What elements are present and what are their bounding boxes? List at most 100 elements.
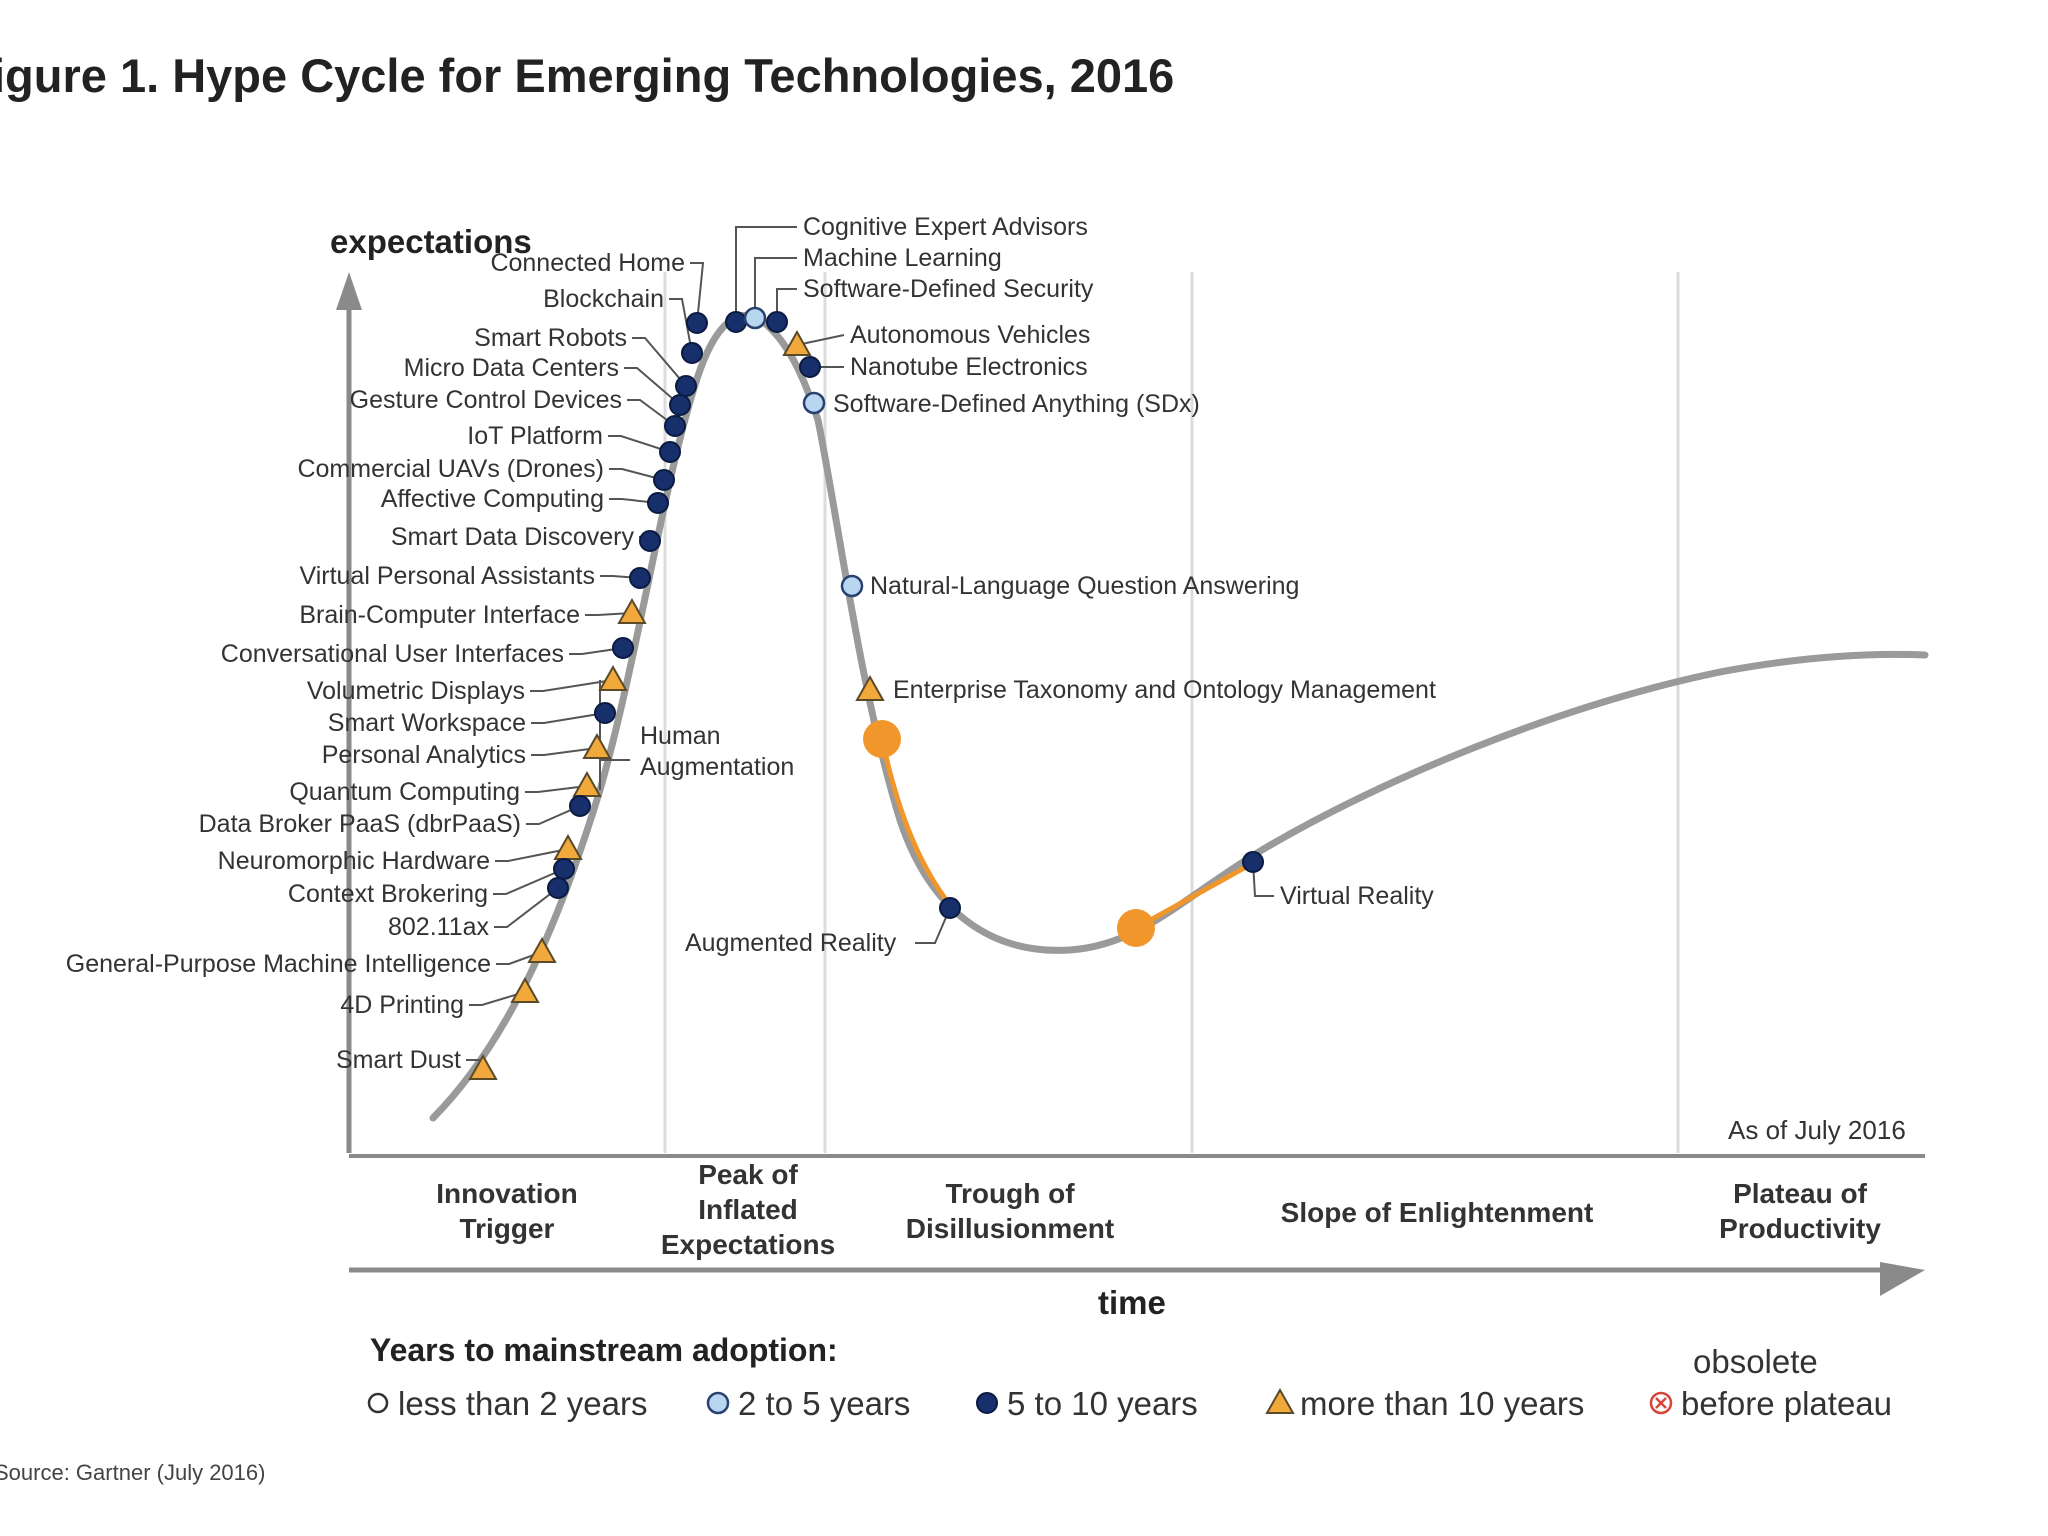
leader-4d-printing	[469, 991, 526, 1006]
label-volumetric-displays: Volumetric Displays	[307, 677, 525, 705]
x-axis-arrow	[1880, 1262, 1925, 1296]
leader-neuromorphic-hardware	[495, 848, 569, 862]
leader-autonomous-vehicles	[796, 334, 845, 346]
x-axis-label: time	[1098, 1284, 1166, 1321]
marker-software-defined-security	[766, 311, 788, 333]
label-virtual-personal-assistants: Virtual Personal Assistants	[299, 562, 595, 590]
phase-2-line-1: Disillusionment	[906, 1213, 1114, 1244]
figure-title: igure 1. Hype Cycle for Emerging Technol…	[0, 49, 1174, 102]
leader-affective-computing	[609, 498, 659, 504]
leader-cognitive-expert-advisors	[735, 226, 797, 322]
legend-marker-2-to-5-years	[706, 1391, 730, 1415]
label-iot-platform: IoT Platform	[467, 422, 603, 450]
label-enterprise-taxonomy-and-ontology-management: Enterprise Taxonomy and Ontology Managem…	[893, 676, 1436, 704]
source-note: Source: Gartner (July 2016)	[0, 1460, 265, 1485]
phase-3-line-0: Slope of Enlightenment	[1281, 1197, 1594, 1228]
marker-smart-dust	[468, 1053, 498, 1080]
label-context-brokering: Context Brokering	[288, 880, 488, 908]
phase-0-line-1: Trigger	[460, 1213, 555, 1244]
marker-brain-computer-interface	[617, 597, 647, 624]
annotation-dot	[863, 720, 901, 758]
marker-smart-data-discovery	[639, 530, 661, 552]
label-machine-learning: Machine Learning	[803, 244, 1002, 272]
label-smart-workspace: Smart Workspace	[328, 709, 526, 737]
marker-natural-language-question-answering	[840, 574, 864, 598]
phase-2-line-0: Trough of	[945, 1178, 1075, 1209]
label-commercial-uavs-drones: Commercial UAVs (Drones)	[297, 455, 604, 483]
phase-4-line-0: Plateau of	[1733, 1178, 1867, 1209]
legend-marker-5-to-10-years	[976, 1392, 998, 1414]
label-cognitive-expert-advisors: Cognitive Expert Advisors	[803, 213, 1088, 241]
leader-gesture-control-devices	[627, 399, 676, 427]
marker-virtual-personal-assistants	[629, 567, 651, 589]
phase-labels: Innovation Trigger Peak of Inflated Expectat…	[436, 1159, 1881, 1260]
leader-smart-workspace	[531, 712, 606, 724]
legend-label-5-to-10-years: 5 to 10 years	[1007, 1385, 1198, 1422]
label-software-defined-security: Software-Defined Security	[803, 275, 1094, 303]
marker-iot-platform	[659, 441, 681, 463]
leader-802-11ax	[494, 887, 559, 928]
legend-title: Years to mainstream adoption:	[370, 1332, 838, 1368]
marker-connected-home	[686, 312, 708, 334]
leader-blockchain	[669, 298, 693, 354]
leader-commercial-uavs-drones	[609, 468, 665, 481]
label-802-11ax: 802.11ax	[388, 913, 490, 941]
label-micro-data-centers: Micro Data Centers	[404, 354, 619, 382]
marker-data-broker-paas-dbrpaas	[569, 795, 591, 817]
leader-conversational-user-interfaces	[569, 647, 624, 655]
leader-connected-home	[690, 262, 705, 324]
label-4d-printing: 4D Printing	[340, 991, 464, 1019]
marker-augmented-reality	[939, 897, 961, 919]
label-quantum-computing: Quantum Computing	[289, 778, 520, 806]
legend-label-obsolete-top: obsolete	[1693, 1343, 1818, 1380]
marker-autonomous-vehicles	[782, 329, 812, 356]
label-autonomous-vehicles: Autonomous Vehicles	[850, 321, 1090, 349]
legend-marker-less-than-2-years	[367, 1392, 389, 1414]
leader-quantum-computing	[525, 785, 588, 793]
label-gesture-control-devices: Gesture Control Devices	[350, 386, 622, 414]
leader-smart-robots	[632, 337, 687, 387]
leader-machine-learning	[754, 257, 797, 318]
marker-context-brokering	[553, 858, 575, 880]
marker-cognitive-expert-advisors	[725, 311, 747, 333]
label-neuromorphic-hardware: Neuromorphic Hardware	[218, 847, 490, 875]
leader-brain-computer-interface	[585, 612, 633, 616]
y-axis-arrow	[336, 272, 362, 310]
leader-volumetric-displays	[530, 679, 614, 692]
leader-context-brokering	[493, 868, 565, 895]
label-virtual-reality: Virtual Reality	[1280, 882, 1434, 910]
marker-quantum-computing	[572, 770, 602, 797]
label-software-defined-anything-sdx: Software-Defined Anything (SDx)	[833, 390, 1200, 418]
marker-conversational-user-interfaces	[612, 637, 634, 659]
phase-1-line-2: Expectations	[661, 1229, 835, 1260]
legend-label-obsolete: before plateau	[1681, 1385, 1892, 1422]
marker-affective-computing	[647, 492, 669, 514]
label-natural-language-question-answering: Natural-Language Question Answering	[870, 572, 1299, 600]
legend-label-less-than-2-years: less than 2 years	[398, 1385, 647, 1422]
phase-4-line-1: Productivity	[1719, 1213, 1881, 1244]
group-label-line1: Human	[640, 722, 721, 750]
label-smart-robots: Smart Robots	[474, 324, 627, 352]
label-smart-data-discovery: Smart Data Discovery	[391, 523, 635, 551]
label-blockchain: Blockchain	[543, 285, 664, 313]
label-data-broker-paas-dbrpaas: Data Broker PaaS (dbrPaaS)	[199, 810, 521, 838]
label-nanotube-electronics: Nanotube Electronics	[850, 353, 1088, 381]
leader-augmented-reality	[915, 907, 951, 944]
leader-micro-data-centers	[624, 367, 681, 406]
marker-neuromorphic-hardware	[553, 833, 583, 860]
marker-smart-workspace	[594, 702, 616, 724]
label-affective-computing: Affective Computing	[381, 485, 604, 513]
label-connected-home: Connected Home	[490, 249, 685, 277]
marker-general-purpose-machine-intelligence	[527, 936, 557, 963]
marker-volumetric-displays	[598, 664, 628, 691]
technology-labels: Connected Home Blockchain Smart RobotsMicr…	[66, 213, 1436, 1074]
annotation-stroke	[879, 738, 952, 907]
technology-markers	[468, 306, 1264, 1080]
legend-label-2-to-5-years: 2 to 5 years	[738, 1385, 910, 1422]
marker-commercial-uavs-drones	[653, 469, 675, 491]
marker-micro-data-centers	[669, 394, 691, 416]
leader-iot-platform	[608, 435, 671, 453]
legend-marker-obsolete	[1655, 1397, 1667, 1409]
